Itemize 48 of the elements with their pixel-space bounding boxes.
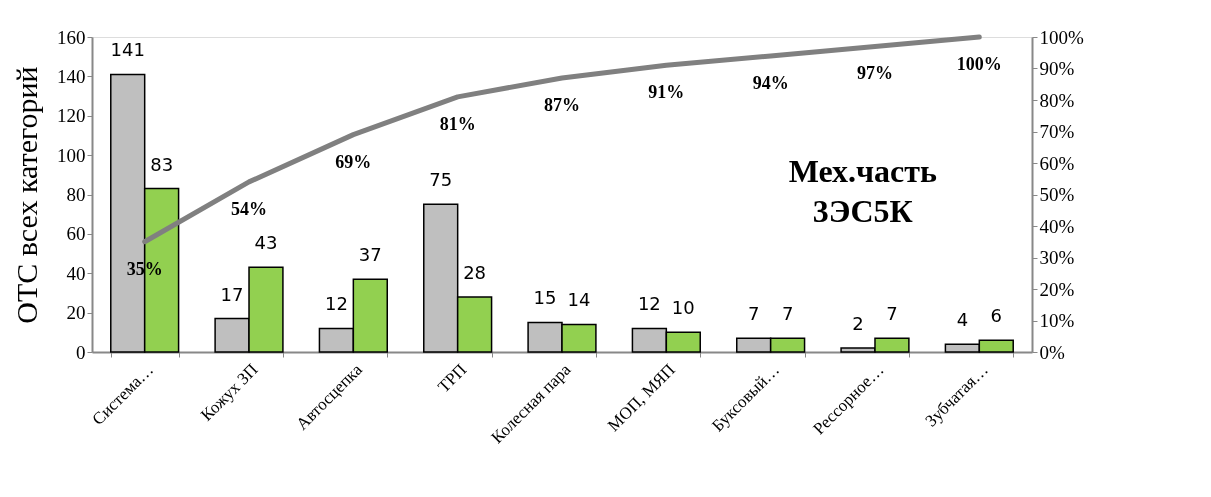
y2-tick-label: 0% — [1039, 341, 1065, 363]
data-label: 100% — [956, 54, 1002, 74]
data-label: 14 — [567, 289, 591, 311]
data-label: 81% — [439, 113, 476, 134]
y2-tick-label: 100% — [1039, 26, 1084, 48]
y2-tick-label: 60% — [1039, 152, 1075, 174]
data-label: 43 — [254, 232, 278, 254]
y2-tick-label: 70% — [1039, 121, 1075, 142]
y2-tick-label: 50% — [1039, 184, 1075, 205]
data-label: 94% — [752, 72, 789, 93]
data-label: 12 — [324, 293, 348, 315]
data-label: 15 — [533, 287, 557, 309]
y2-tick-label: 40% — [1039, 215, 1075, 237]
data-label: 69% — [335, 151, 372, 172]
y-tick-label: 140 — [57, 65, 86, 87]
data-label: 6 — [990, 305, 1002, 327]
y-tick-label: 40 — [66, 262, 86, 284]
data-label: 2 — [852, 313, 864, 335]
y-tick-label: 20 — [66, 302, 86, 324]
y2-tick-label: 10% — [1039, 310, 1075, 331]
data-label: 37 — [358, 244, 382, 266]
y2-tick-label: 30% — [1039, 247, 1075, 268]
y2-tick-label: 80% — [1039, 89, 1075, 111]
y-tick-label: 100 — [57, 144, 86, 166]
annotation: Мех.часть 3ЭС5К — [788, 153, 937, 230]
data-label: 91% — [648, 82, 685, 103]
data-label: 10 — [671, 297, 695, 319]
data-label: 12 — [637, 293, 661, 315]
data-label: 4 — [956, 309, 969, 331]
y-tick-label: 120 — [57, 105, 86, 127]
y-axis-title: ОТС всех категорий — [10, 66, 43, 324]
data-label: 7 — [886, 303, 898, 325]
data-label: 28 — [463, 261, 487, 283]
data-label: 54% — [231, 198, 268, 219]
y2-tick-label: 20% — [1039, 278, 1075, 300]
data-label: 17 — [220, 283, 244, 305]
data-label: 141 — [110, 39, 145, 61]
data-label: 75 — [429, 169, 453, 191]
y-tick-label: 80 — [66, 184, 86, 205]
data-label: 83 — [150, 153, 174, 175]
data-label: 7 — [781, 303, 794, 325]
data-label: 7 — [747, 303, 760, 325]
y-tick-label: 160 — [57, 26, 86, 48]
y-tick-label: 60 — [66, 223, 86, 245]
data-label: 97% — [856, 63, 893, 84]
y2-tick-label: 90% — [1039, 58, 1075, 79]
data-label: 87% — [544, 94, 580, 115]
y-tick-label: 0 — [76, 341, 86, 363]
